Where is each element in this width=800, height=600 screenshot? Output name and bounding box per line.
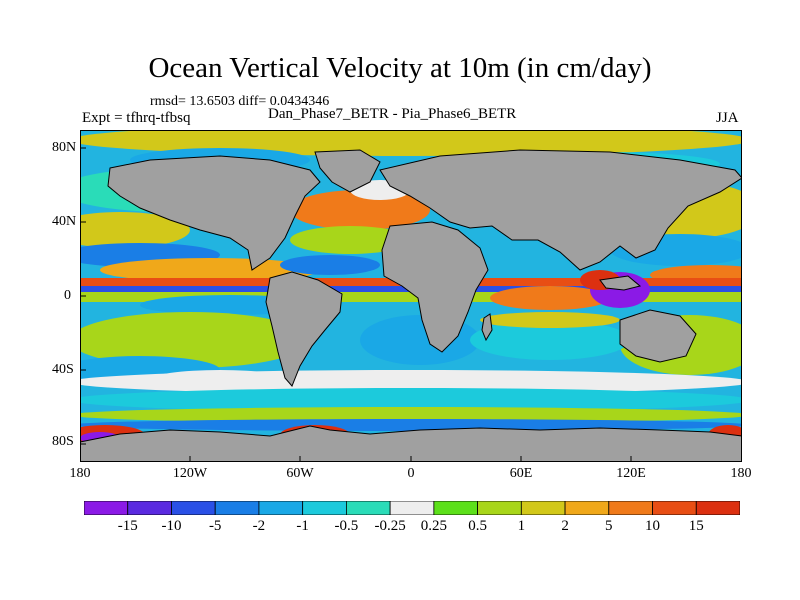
colorbar-box-8 — [433, 501, 479, 515]
lon-label-180w: 180 — [69, 466, 91, 481]
colorbar-box-14 — [695, 501, 740, 515]
season-label: JJA — [716, 110, 739, 126]
lon-label-180e: 180 — [730, 466, 752, 481]
land-south-america — [265, 271, 343, 387]
lat-label-40n: 40N — [52, 214, 77, 229]
land-madagascar — [481, 313, 493, 342]
colorbar-label-10: 2 — [561, 518, 569, 534]
colorbar-label-11: 5 — [605, 518, 613, 534]
lon-label-0: 0 — [407, 466, 415, 481]
lon-label-120w: 120W — [172, 466, 208, 481]
colorbar-box-10 — [520, 501, 566, 515]
colorbar-box-0 — [84, 501, 129, 515]
colorbar-box-4 — [258, 501, 304, 515]
colorbar-box-13 — [652, 501, 697, 515]
colorbar-label-2: -5 — [208, 518, 222, 534]
lat-label-80n: 80N — [52, 140, 77, 155]
experiment-label: Expt = tfhrq-tfbsq — [82, 110, 191, 126]
lon-label-60e: 60E — [509, 466, 533, 481]
colorbar-box-3 — [214, 501, 260, 515]
lat-label-40s: 40S — [52, 362, 74, 377]
case-label: Dan_Phase7_BETR - Pia_Phase6_BETR — [268, 106, 517, 122]
colorbar-label-5: -0.5 — [334, 518, 359, 534]
land-north-america — [107, 155, 321, 271]
colorbar-label-13: 15 — [688, 518, 704, 534]
colorbar-label-3: -2 — [252, 518, 266, 534]
lat-label-80s: 80S — [52, 434, 74, 449]
land-indonesia — [599, 275, 642, 291]
land-eurasia — [379, 149, 742, 271]
colorbar-label-9: 1 — [517, 518, 526, 534]
colorbar-label-0: -15 — [117, 518, 138, 534]
colorbar-label-12: 10 — [645, 518, 661, 534]
colorbar — [84, 501, 740, 515]
colorbar-label-8: 0.5 — [468, 518, 487, 534]
lat-label-0: 0 — [64, 288, 71, 303]
axis-ticks — [80, 147, 632, 462]
rmsd-diff-stats: rmsd= 13.6503 diff= 0.0434346 — [150, 94, 330, 109]
lon-label-120e: 120E — [616, 466, 646, 481]
colorbar-box-9 — [477, 501, 522, 515]
colorbar-box-2 — [171, 501, 216, 515]
land-africa — [381, 221, 489, 353]
colorbar-box-12 — [608, 501, 653, 515]
colorbar-box-5 — [302, 501, 347, 515]
land-greenland — [314, 149, 381, 193]
plot-title: Ocean Vertical Velocity at 10m (in cm/da… — [148, 52, 652, 84]
colorbar-label-6: -0.25 — [374, 518, 406, 534]
lon-label-60w: 60W — [286, 466, 314, 481]
ocean-velocity-map — [80, 130, 742, 462]
colorbar-box-6 — [345, 501, 391, 515]
colorbar-label-7: 0.25 — [420, 518, 447, 534]
land-masses — [80, 149, 742, 462]
colorbar-box-1 — [127, 501, 172, 515]
colorbar-label-4: -1 — [296, 518, 309, 534]
land-australia — [619, 309, 697, 363]
colorbar-label-1: -10 — [161, 518, 182, 534]
colorbar-box-7 — [389, 501, 435, 515]
colorbar-box-11 — [564, 501, 610, 515]
land-antarctica — [80, 425, 742, 462]
